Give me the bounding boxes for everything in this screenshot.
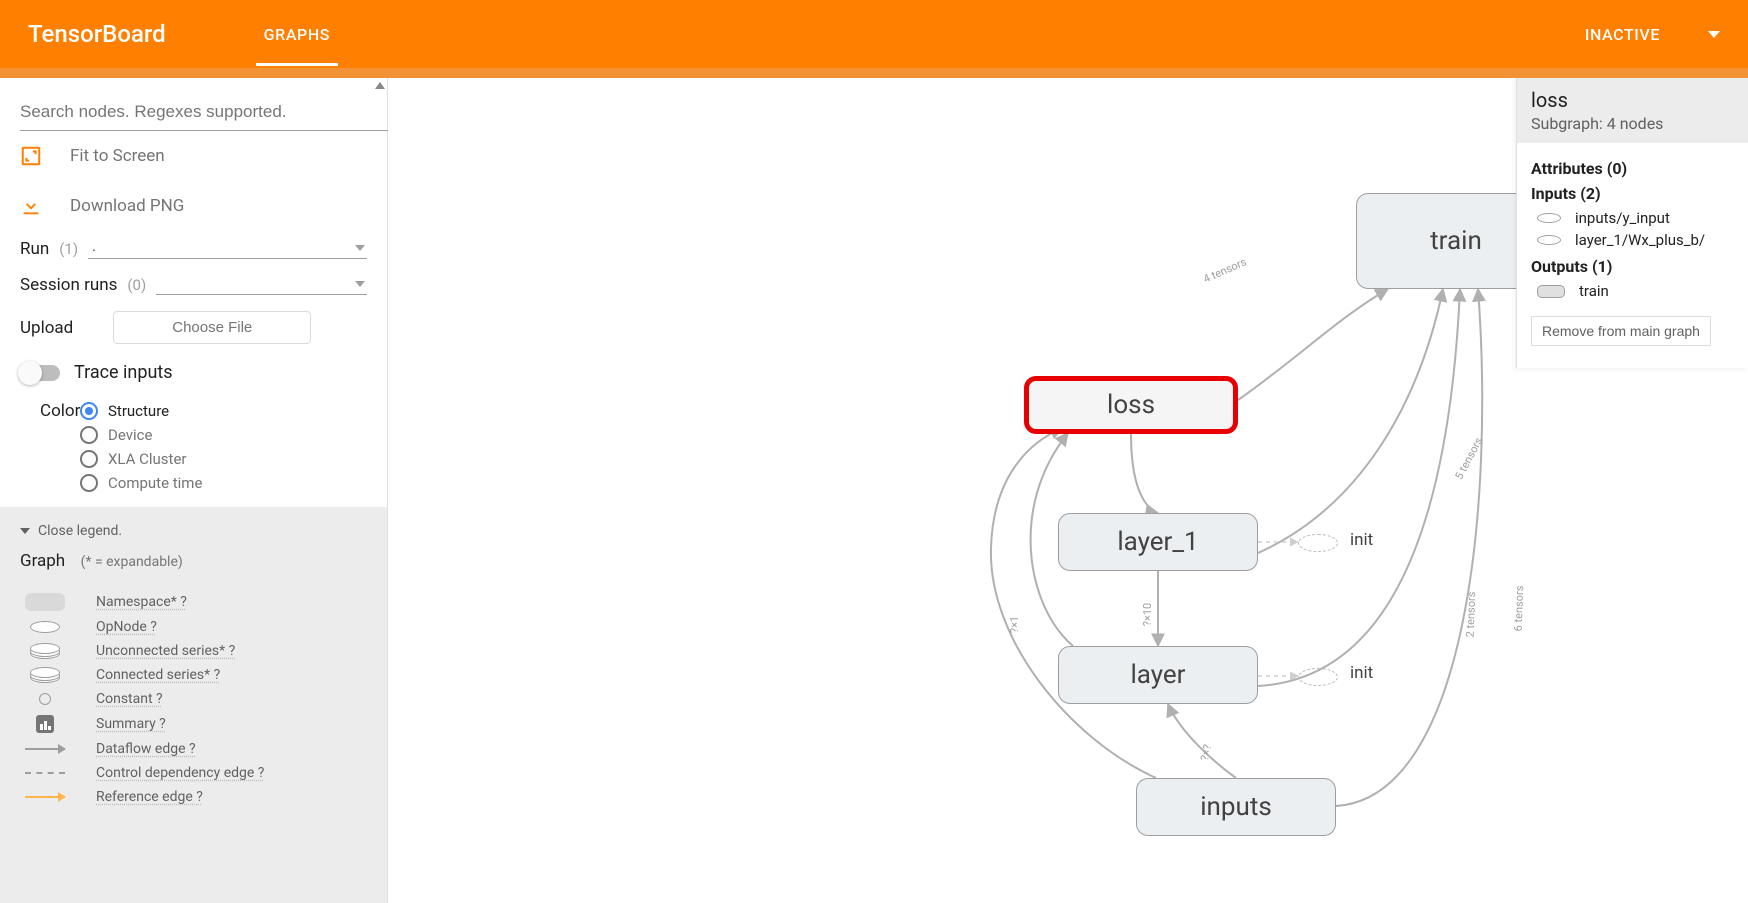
legend-item: Connected series* ? (20, 663, 367, 687)
legend-item: Control dependency edge ? (20, 761, 367, 785)
legend-symbol-icon (20, 593, 70, 611)
edge-label: ?×10 (1141, 603, 1154, 626)
ghost-label: init (1350, 663, 1373, 683)
legend-item-label[interactable]: OpNode ? (96, 619, 157, 635)
run-select[interactable]: . (88, 239, 367, 259)
run-label: Run (20, 239, 49, 259)
graph-node-layer_1[interactable]: layer_1 (1058, 513, 1258, 571)
color-option-device[interactable]: Device (20, 423, 367, 447)
legend-item-label[interactable]: Summary ? (96, 716, 166, 732)
attributes-heading: Attributes (0) (1531, 159, 1734, 178)
session-select[interactable] (156, 275, 367, 295)
legend-symbol-icon (20, 621, 70, 633)
color-option-xla-cluster[interactable]: XLA Cluster (20, 447, 367, 471)
outputs-heading: Outputs (1) (1531, 257, 1734, 276)
io-label: inputs/y_input (1575, 209, 1670, 227)
legend-item: Reference edge ? (20, 785, 367, 809)
legend-item-label[interactable]: Namespace* ? (96, 594, 187, 610)
session-count: (0) (127, 276, 146, 294)
fit-screen-icon (20, 145, 42, 167)
legend-panel: Close legend. Graph (* = expandable) Nam… (0, 507, 387, 903)
legend-symbol-icon (20, 715, 70, 733)
color-section-label: Color (40, 399, 80, 421)
legend-symbol-icon (20, 693, 70, 705)
legend-item-label[interactable]: Connected series* ? (96, 667, 220, 683)
legend-subtitle: (* = expandable) (81, 554, 183, 570)
edge-label: 6 tensors (1512, 585, 1527, 631)
upload-label: Upload (20, 318, 73, 338)
io-row[interactable]: layer_1/Wx_plus_b/ (1531, 229, 1734, 251)
legend-item-label[interactable]: Reference edge ? (96, 789, 203, 805)
brand-title: TensorBoard (28, 20, 166, 48)
io-label: layer_1/Wx_plus_b/ (1575, 231, 1705, 249)
trace-inputs-toggle[interactable] (20, 365, 60, 381)
legend-symbol-icon (20, 667, 70, 683)
ghost-node-icon[interactable] (1298, 668, 1338, 686)
trace-label: Trace inputs (74, 362, 173, 383)
choose-file-button[interactable]: Choose File (113, 311, 311, 344)
legend-item-label[interactable]: Dataflow edge ? (96, 741, 196, 757)
info-subtitle: Subgraph: 4 nodes (1531, 114, 1734, 133)
node-info-panel: loss Subgraph: 4 nodes Attributes (0) In… (1516, 78, 1748, 368)
graph-node-layer[interactable]: layer (1058, 646, 1258, 704)
legend-item: Constant ? (20, 687, 367, 711)
legend-item-label[interactable]: Unconnected series* ? (96, 643, 235, 659)
close-legend-button[interactable]: Close legend. (20, 523, 367, 539)
download-png-button[interactable]: Download PNG (20, 181, 367, 231)
io-symbol-icon (1537, 235, 1561, 245)
sidebar: Fit to Screen Download PNG Run (1) . Ses… (0, 78, 388, 903)
legend-symbol-icon (20, 643, 70, 659)
legend-item: Dataflow edge ? (20, 737, 367, 761)
legend-item: Unconnected series* ? (20, 639, 367, 663)
session-label: Session runs (20, 275, 117, 295)
edge-label: ?×1 (1008, 616, 1021, 633)
radio-icon (80, 474, 98, 492)
download-label: Download PNG (70, 196, 184, 216)
inactive-dropdown[interactable]: INACTIVE (1585, 25, 1720, 44)
info-title: loss (1531, 88, 1734, 112)
info-header: loss Subgraph: 4 nodes (1517, 78, 1748, 143)
graph-node-loss[interactable]: loss (1024, 376, 1238, 434)
color-option-compute-time[interactable]: Compute time (20, 471, 367, 495)
radio-icon (80, 426, 98, 444)
io-row[interactable]: train (1531, 280, 1734, 302)
legend-symbol-icon (20, 748, 70, 750)
remove-from-graph-button[interactable]: Remove from main graph (1531, 316, 1711, 346)
app-toolbar: TensorBoard GRAPHS INACTIVE (0, 0, 1748, 68)
io-row[interactable]: inputs/y_input (1531, 207, 1734, 229)
legend-item-label[interactable]: Control dependency edge ? (96, 765, 264, 781)
inactive-label: INACTIVE (1585, 25, 1660, 44)
legend-title: Graph (20, 551, 65, 571)
io-symbol-icon (1537, 285, 1565, 298)
inputs-heading: Inputs (2) (1531, 184, 1734, 203)
chevron-down-icon (20, 528, 30, 534)
graph-node-inputs[interactable]: inputs (1136, 778, 1336, 836)
edge-label: 2 tensors (1464, 591, 1479, 637)
legend-item: OpNode ? (20, 615, 367, 639)
legend-item-label[interactable]: Constant ? (96, 691, 163, 707)
legend-item: Namespace* ? (20, 589, 367, 615)
radio-icon (80, 450, 98, 468)
download-icon (20, 195, 42, 217)
legend-symbol-icon (20, 772, 70, 774)
tab-graphs[interactable]: GRAPHS (256, 3, 338, 66)
legend-symbol-icon (20, 796, 70, 798)
fit-label: Fit to Screen (70, 146, 165, 166)
ghost-node-icon[interactable] (1298, 534, 1338, 552)
fit-to-screen-button[interactable]: Fit to Screen (20, 131, 367, 181)
search-input[interactable] (20, 96, 388, 131)
radio-icon (80, 402, 98, 420)
legend-item: Summary ? (20, 711, 367, 737)
io-label: train (1579, 282, 1609, 300)
scrollbar[interactable] (377, 78, 387, 138)
chevron-down-icon (1708, 31, 1720, 38)
run-count: (1) (59, 240, 78, 258)
io-symbol-icon (1537, 213, 1561, 223)
ghost-label: init (1350, 530, 1373, 550)
